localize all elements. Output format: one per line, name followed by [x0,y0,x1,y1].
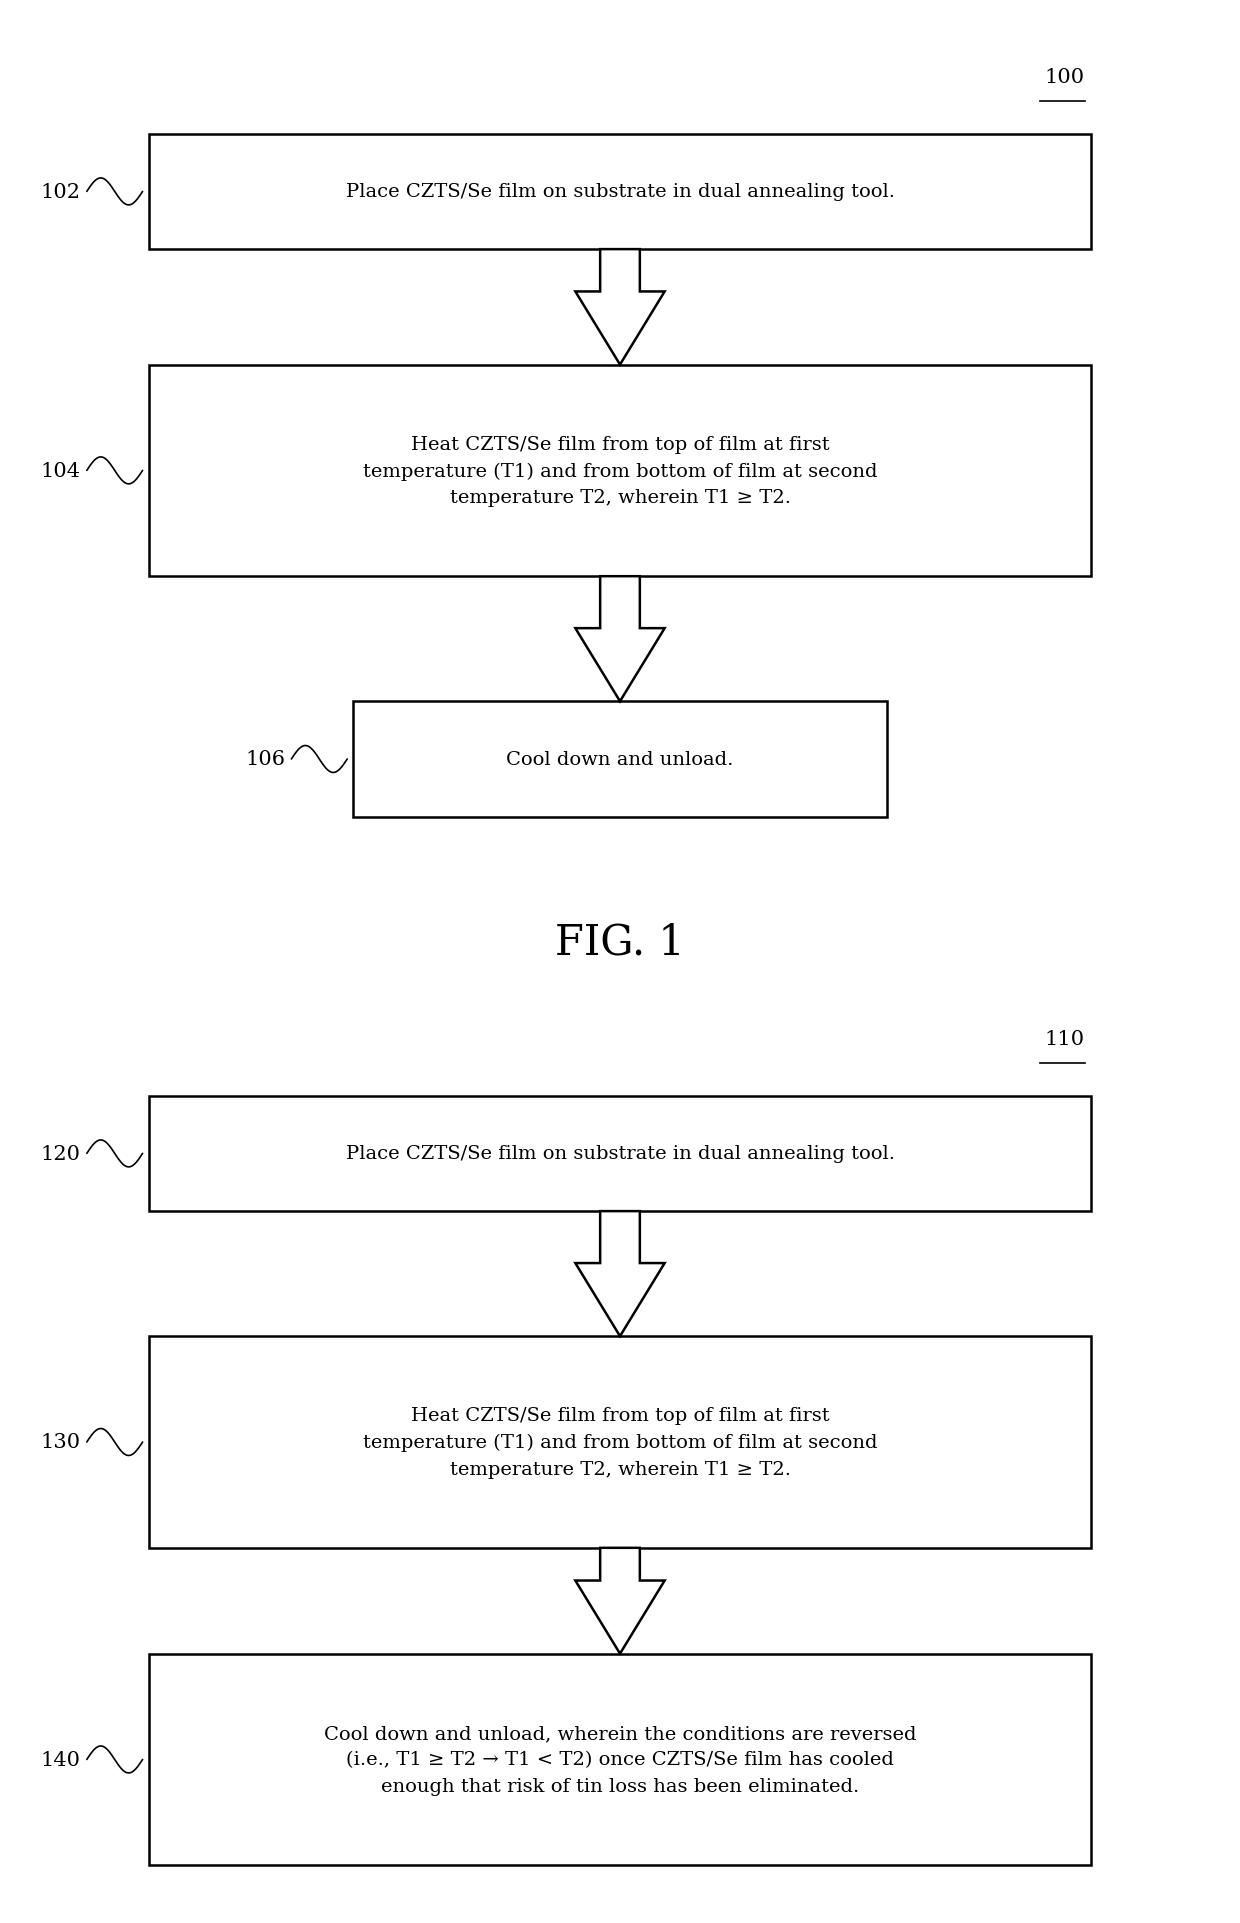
Text: 106: 106 [246,750,285,769]
Text: 140: 140 [41,1750,81,1769]
Text: Place CZTS/Se film on substrate in dual annealing tool.: Place CZTS/Se film on substrate in dual … [346,183,894,202]
Text: 130: 130 [41,1433,81,1452]
Text: Heat CZTS/Se film from top of film at first
temperature (T1) and from bottom of : Heat CZTS/Se film from top of film at fi… [363,435,877,508]
Polygon shape [575,1211,665,1336]
Polygon shape [575,1548,665,1654]
Text: Cool down and unload.: Cool down and unload. [506,750,734,769]
Text: 104: 104 [41,462,81,481]
Text: 120: 120 [41,1144,81,1163]
Polygon shape [575,577,665,702]
Polygon shape [575,250,665,365]
Text: FIG. 1: FIG. 1 [556,921,684,963]
Bar [149,1336,1091,1548]
Text: 110: 110 [1045,1029,1085,1048]
Text: 100: 100 [1045,67,1085,87]
Bar [353,702,887,817]
Bar [149,135,1091,250]
Bar [149,365,1091,577]
Text: Cool down and unload, wherein the conditions are reversed
(i.e., T1 ≥ T2 → T1 < : Cool down and unload, wherein the condit… [324,1725,916,1794]
Text: Heat CZTS/Se film from top of film at first
temperature (T1) and from bottom of : Heat CZTS/Se film from top of film at fi… [363,1406,877,1479]
Text: Place CZTS/Se film on substrate in dual annealing tool.: Place CZTS/Se film on substrate in dual … [346,1144,894,1163]
Bar [149,1096,1091,1211]
Text: 102: 102 [41,183,81,202]
Bar [149,1654,1091,1865]
